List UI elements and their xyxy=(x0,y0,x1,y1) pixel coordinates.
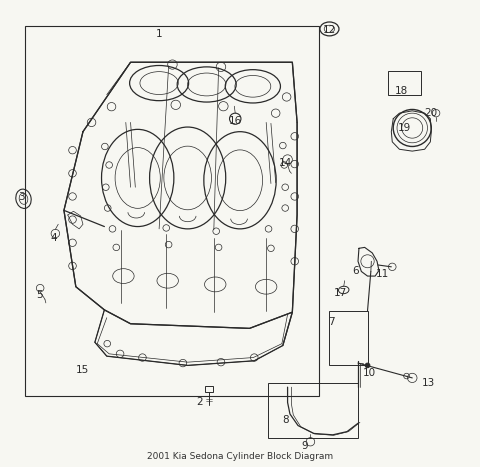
Text: 2: 2 xyxy=(196,397,203,407)
Circle shape xyxy=(365,363,370,368)
Text: 3: 3 xyxy=(18,192,24,202)
Text: 6: 6 xyxy=(352,267,359,276)
Bar xyxy=(388,71,421,95)
Text: 2001 Kia Sedona Cylinder Block Diagram: 2001 Kia Sedona Cylinder Block Diagram xyxy=(147,452,333,461)
Text: 11: 11 xyxy=(376,269,389,279)
Text: 16: 16 xyxy=(228,116,242,127)
Text: 1: 1 xyxy=(156,29,162,40)
Text: 19: 19 xyxy=(397,123,411,133)
Bar xyxy=(25,26,319,396)
Text: 4: 4 xyxy=(50,233,57,243)
Text: 15: 15 xyxy=(75,365,89,375)
Text: 12: 12 xyxy=(323,25,336,35)
Bar xyxy=(205,386,213,392)
Text: 7: 7 xyxy=(328,318,335,327)
Text: 17: 17 xyxy=(334,288,348,298)
Bar xyxy=(328,311,368,365)
Bar xyxy=(267,383,358,438)
Text: 8: 8 xyxy=(282,415,288,425)
Text: 10: 10 xyxy=(363,368,376,378)
Text: 14: 14 xyxy=(278,158,292,168)
Text: 20: 20 xyxy=(425,108,438,118)
Text: 5: 5 xyxy=(36,290,43,300)
Text: 13: 13 xyxy=(421,377,434,388)
Text: 9: 9 xyxy=(301,441,308,452)
Text: 18: 18 xyxy=(395,86,408,96)
